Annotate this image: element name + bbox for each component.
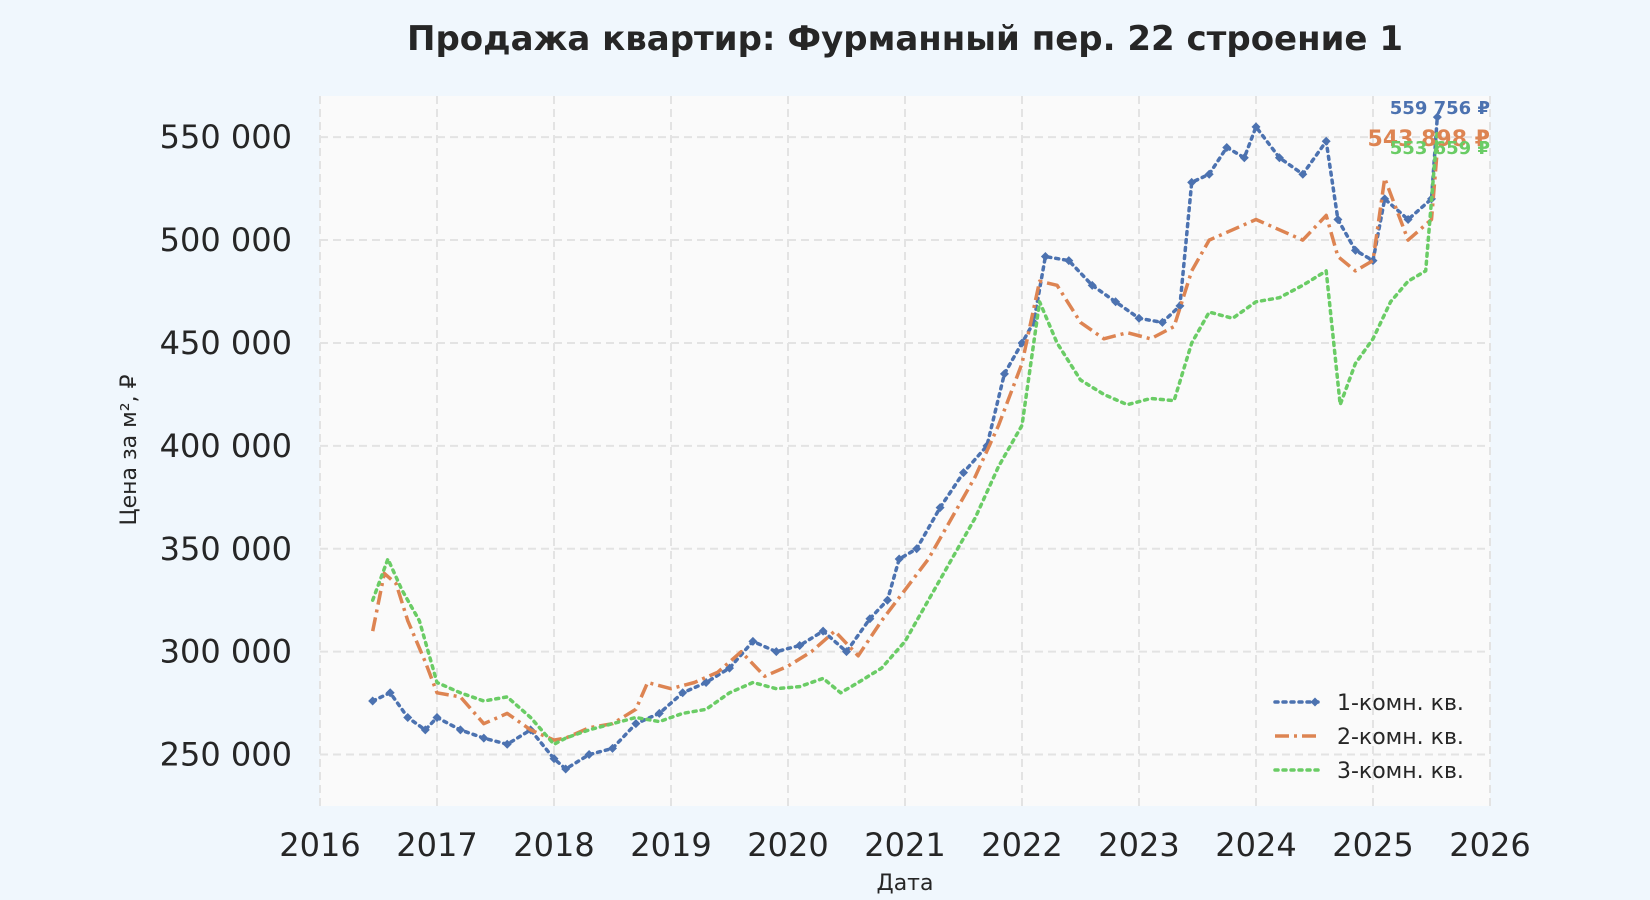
data-point [1040, 252, 1050, 262]
data-point [549, 754, 559, 764]
data-point [1222, 142, 1232, 152]
data-point [818, 626, 828, 636]
data-point [865, 614, 875, 624]
data-point [999, 369, 1009, 379]
series-end-label: 543 898 ₽ [1368, 127, 1490, 152]
series-layer [368, 112, 1442, 774]
data-point [842, 647, 851, 657]
series-end-label: 559 756 ₽ [1390, 98, 1490, 119]
chart-title: Продажа квартир: Фурманный пер. 22 строе… [407, 19, 1403, 59]
y-tick-label: 400 000 [160, 427, 292, 465]
x-tick-label: 2026 [1449, 826, 1530, 864]
data-point [1251, 122, 1261, 132]
x-tick-label: 2017 [396, 826, 477, 864]
data-point [432, 713, 442, 723]
legend-label: 3-комн. кв. [1337, 759, 1464, 784]
x-axis-label: Дата [877, 871, 934, 896]
data-point [1134, 313, 1144, 323]
data-point [654, 708, 664, 718]
data-point [1298, 169, 1308, 179]
series-line [370, 127, 1440, 747]
data-point [479, 733, 489, 743]
data-point [420, 725, 430, 735]
legend-label: 1-комн. кв. [1337, 691, 1464, 716]
x-tick-label: 2021 [864, 826, 945, 864]
y-tick-label: 300 000 [160, 633, 292, 671]
data-point [368, 696, 378, 706]
series-2 [370, 149, 1440, 742]
y-tick-label: 250 000 [160, 736, 292, 774]
x-tick-label: 2023 [1098, 826, 1179, 864]
data-point [912, 544, 922, 554]
data-point [959, 468, 968, 478]
data-point [631, 719, 641, 729]
data-point [1204, 169, 1214, 179]
data-point [1321, 136, 1331, 146]
y-tick-label: 450 000 [160, 324, 292, 362]
series-3 [370, 127, 1440, 747]
legend: 1-комн. кв. 2-комн. кв. 3-комн. кв. [1273, 691, 1464, 784]
data-point [771, 647, 781, 657]
data-point [502, 739, 512, 749]
data-point [882, 595, 892, 605]
data-point [1432, 112, 1442, 122]
y-tick-label: 550 000 [160, 118, 292, 156]
data-point [1064, 256, 1074, 266]
data-point [1187, 177, 1197, 187]
tick-labels: 2016 2017 2018 2019 2020 2021 2022 2023 2024 2025… [160, 118, 1531, 864]
data-point [748, 636, 758, 646]
data-point [455, 725, 465, 735]
end-labels: 559 756 ₽ 543 898 ₽553 659 ₽ [1368, 98, 1490, 159]
x-tick-label: 2018 [513, 826, 594, 864]
data-point [678, 688, 688, 698]
data-point [894, 554, 904, 564]
data-point [403, 713, 413, 723]
y-tick-label: 500 000 [160, 221, 292, 259]
y-tick-label: 350 000 [160, 530, 292, 568]
x-tick-label: 2020 [747, 826, 828, 864]
x-tick-label: 2016 [279, 826, 360, 864]
grid [319, 96, 1491, 806]
data-point [1403, 214, 1413, 224]
x-tick-label: 2019 [630, 826, 711, 864]
data-point [1157, 317, 1167, 327]
data-point [1111, 297, 1121, 307]
data-point [1274, 153, 1284, 163]
data-point [561, 764, 571, 774]
x-tick-label: 2025 [1332, 826, 1413, 864]
data-point [795, 640, 805, 650]
x-tick-label: 2022 [981, 826, 1062, 864]
data-point [1087, 280, 1097, 290]
data-point [1333, 214, 1343, 224]
data-point [1350, 245, 1360, 255]
data-point [584, 750, 594, 760]
data-point [701, 678, 711, 688]
data-point [385, 688, 395, 698]
y-axis-label: Цена за м², ₽ [117, 374, 142, 525]
data-point [935, 503, 945, 513]
series-line [370, 149, 1440, 742]
legend-label: 2-комн. кв. [1337, 725, 1464, 750]
x-tick-label: 2024 [1215, 826, 1296, 864]
data-point [1239, 153, 1249, 163]
series-end-label: 553 659 ₽ [1390, 138, 1490, 159]
legend-marker [1310, 697, 1320, 707]
data-point [608, 743, 617, 753]
